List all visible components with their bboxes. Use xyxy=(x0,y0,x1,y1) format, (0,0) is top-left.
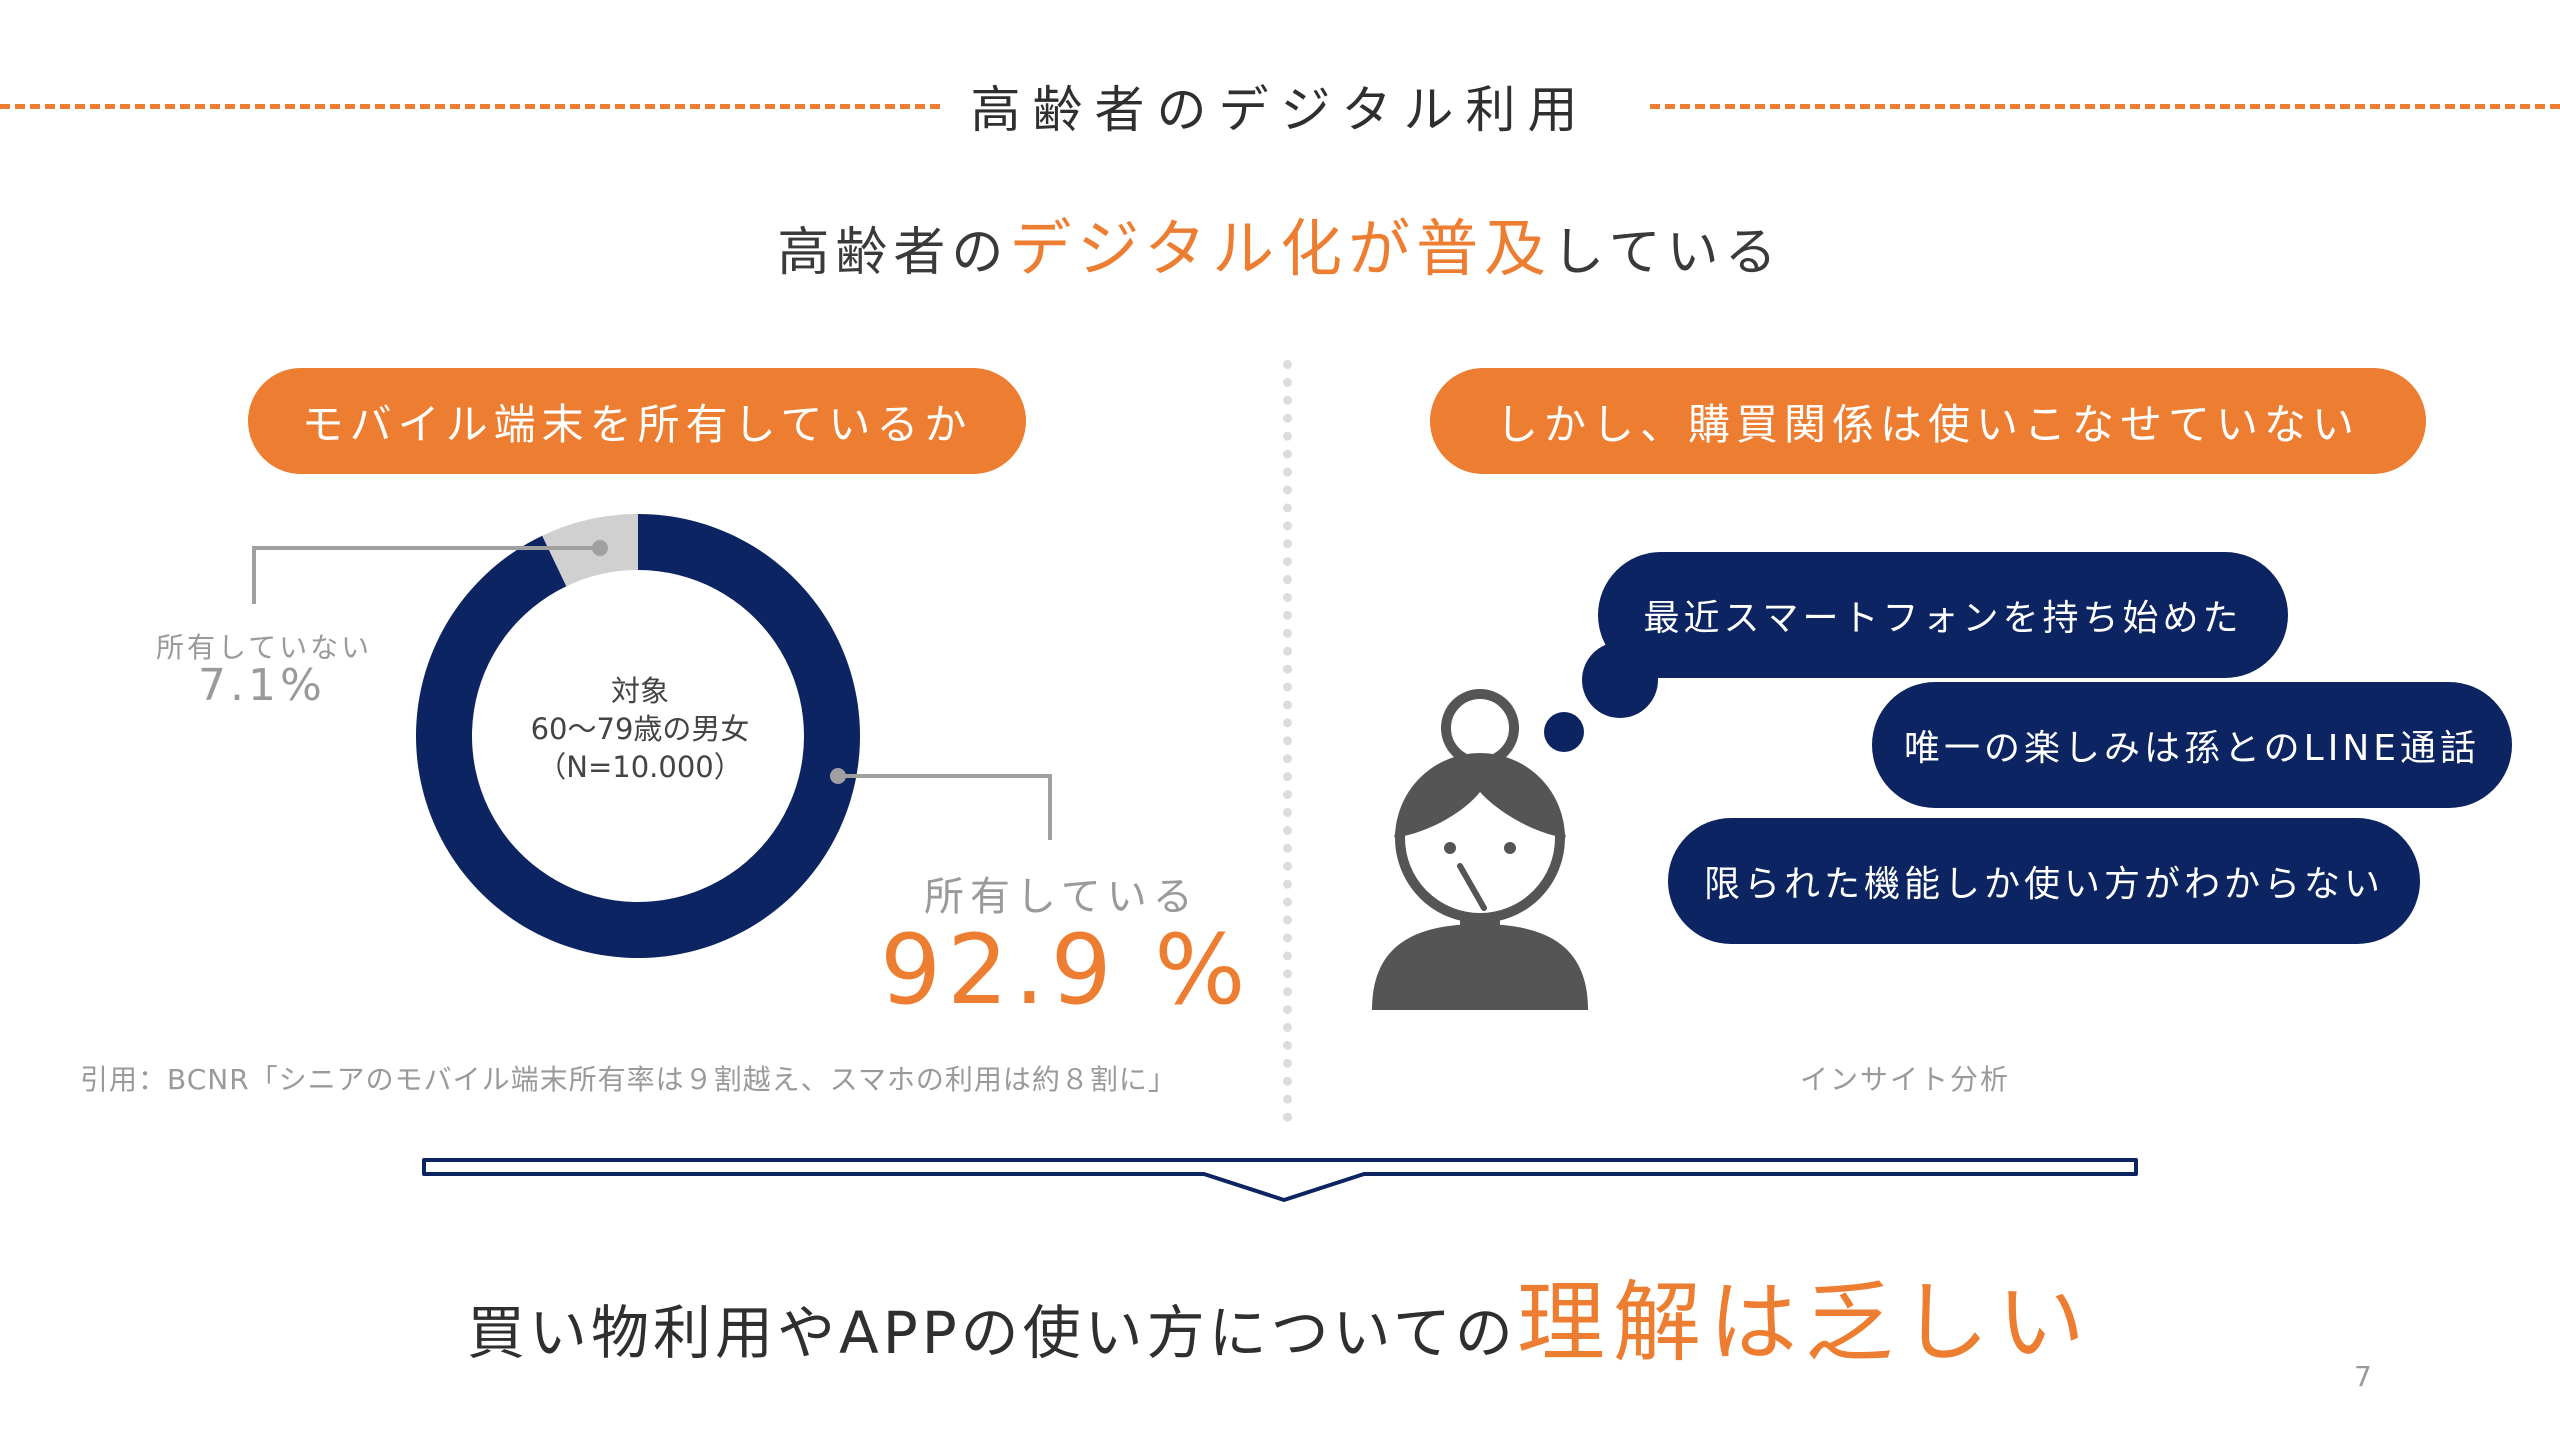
not-owning-value: 7.1% xyxy=(198,660,326,711)
elderly-woman-icon xyxy=(1372,689,1588,1010)
leader-line-owning xyxy=(838,774,1052,840)
owning-value: 92.9 % xyxy=(880,914,1252,1026)
ownership-question-pill: モバイル端末を所有しているか xyxy=(248,368,1026,474)
not-owning-label: 所有していない xyxy=(156,631,373,664)
insight-caption: インサイト分析 xyxy=(1800,1063,2011,1096)
thought-dot-small xyxy=(1544,712,1584,752)
insight-bubble-2: 唯一の楽しみは孫とのLINE通話 xyxy=(1872,682,2512,808)
leader-lines xyxy=(252,546,1052,840)
donut-center-line-3: （N=10.000） xyxy=(537,750,743,784)
subtitle-pre: 高齢者の xyxy=(777,223,1010,283)
header-dash-left xyxy=(0,104,940,109)
leader-dot-not-owning xyxy=(592,540,608,556)
section-divider xyxy=(1283,360,1292,1122)
owning-label: 所有している xyxy=(924,874,1199,920)
leader-line-not-owning xyxy=(252,546,600,604)
page-number: 7 xyxy=(2354,1360,2372,1393)
donut-center-line-1: 対象 xyxy=(610,674,669,708)
leader-dot-owning xyxy=(830,768,846,784)
summary-bracket xyxy=(422,1158,2138,1202)
conclusion-pre: 買い物利用やAPPの使い方についての xyxy=(467,1299,1517,1367)
subtitle-post: している xyxy=(1552,223,1783,283)
donut-slices xyxy=(415,514,860,958)
insight-bubble-3: 限られた機能しか使い方がわからない xyxy=(1668,818,2420,944)
source-citation: 引用：BCNR「シニアのモバイル端末所有率は９割越え、スマホの利用は約８割に」 xyxy=(80,1063,1177,1096)
subtitle-highlight: デジタル化が普及 xyxy=(1009,212,1553,285)
insight-heading-pill: しかし、購買関係は使いこなせていない xyxy=(1430,368,2426,474)
conclusion-text: 買い物利用やAPPの使い方についての理解は乏しい xyxy=(0,1252,2560,1379)
page-title: 高齢者のデジタル利用 xyxy=(970,81,1590,139)
donut-slice-not-owning xyxy=(542,514,638,587)
page-subtitle: 高齢者のデジタル化が普及している xyxy=(0,198,2560,288)
header-dash-right xyxy=(1650,104,2560,109)
conclusion-highlight: 理解は乏しい xyxy=(1516,1271,2093,1374)
ownership-donut-chart xyxy=(252,514,1052,958)
donut-center-text: 対象 60〜79歳の男女 （N=10.000） xyxy=(480,672,800,786)
donut-center-line-2: 60〜79歳の男女 xyxy=(530,712,750,746)
insight-bubble-1: 最近スマートフォンを持ち始めた xyxy=(1598,552,2288,678)
